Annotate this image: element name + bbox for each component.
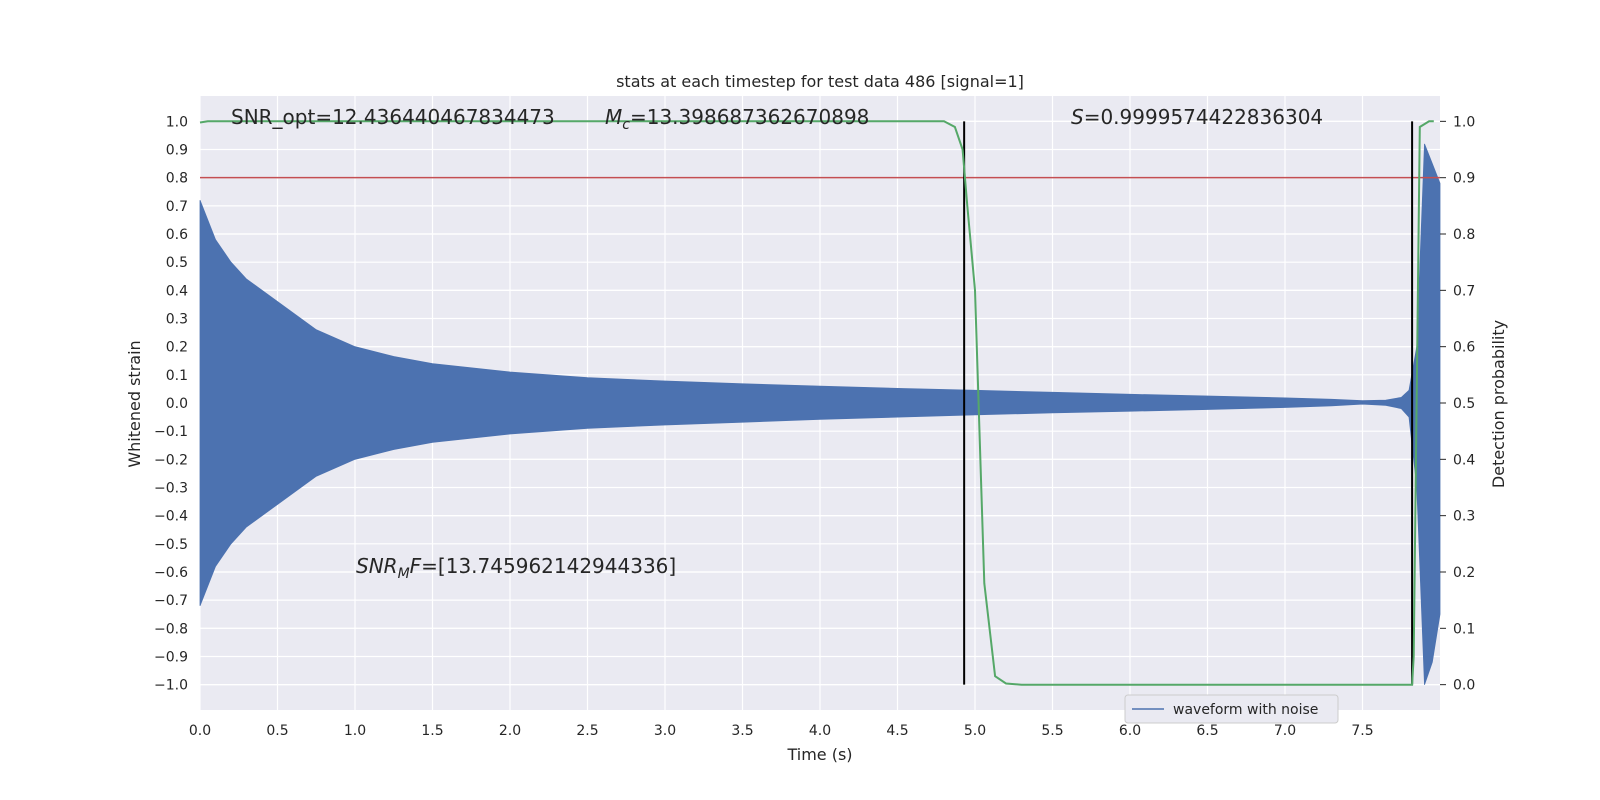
x-tick-label: 6.5 bbox=[1196, 723, 1218, 739]
snr-mf-symbol: SNR bbox=[356, 554, 398, 578]
y-left-tick-label: −0.8 bbox=[154, 621, 188, 637]
waveform-layer bbox=[199, 143, 1441, 685]
y-left-tick-label: −0.3 bbox=[154, 480, 188, 496]
annotation-score: S=0.9999574422836304 bbox=[1071, 105, 1323, 129]
x-tick-label: 2.5 bbox=[576, 723, 598, 739]
chart-title: stats at each timestep for test data 486… bbox=[616, 72, 1024, 91]
x-tick-label: 3.0 bbox=[654, 723, 676, 739]
y-right-tick-label: 0.0 bbox=[1453, 678, 1475, 694]
chirp-mass-value: =13.398687362670898 bbox=[630, 105, 869, 129]
probability-layer bbox=[199, 120, 1434, 686]
detection-probability-line bbox=[199, 120, 1434, 686]
y-left-tick-label: −0.6 bbox=[154, 565, 188, 581]
y-right-tick-label: 0.9 bbox=[1453, 171, 1475, 187]
tick-labels: 0.0 0.5 1.0 1.5 2.0 2.5 3.0 3.5 4.0 4.5 5.0 5.5 6.0 6… bbox=[154, 114, 1475, 739]
y-left-tick-label: −0.4 bbox=[154, 509, 188, 525]
waveform-envelope bbox=[199, 143, 1441, 685]
y-left-tick-label: 0.6 bbox=[166, 227, 188, 243]
x-tick-label: 0.0 bbox=[189, 723, 211, 739]
y-left-tick-label: 0.5 bbox=[166, 255, 188, 271]
x-tick-label: 6.0 bbox=[1119, 723, 1141, 739]
y-right-tick-label: 0.7 bbox=[1453, 283, 1475, 299]
annotation-snr-mf: SNRMF=[13.745962142944336] bbox=[356, 554, 676, 582]
y-left-tick-label: −0.7 bbox=[154, 593, 188, 609]
y-right-tick-label: 0.2 bbox=[1453, 565, 1475, 581]
chirp-mass-symbol: M bbox=[605, 105, 622, 129]
legend: waveform with noise bbox=[1124, 694, 1339, 724]
y-left-tick-label: −0.5 bbox=[154, 537, 188, 553]
y-left-tick-label: 0.1 bbox=[166, 368, 188, 384]
y-left-tick-label: 0.3 bbox=[166, 312, 188, 328]
y-left-tick-label: −0.1 bbox=[154, 424, 188, 440]
x-tick-label: 7.0 bbox=[1274, 723, 1296, 739]
y-left-tick-label: 0.0 bbox=[166, 396, 188, 412]
legend-box bbox=[1124, 694, 1339, 724]
y-left-tick-label: −0.2 bbox=[154, 452, 188, 468]
y-left-tick-label: −0.9 bbox=[154, 649, 188, 665]
x-tick-label: 3.5 bbox=[731, 723, 753, 739]
y-right-tick-label: 0.8 bbox=[1453, 227, 1475, 243]
y-left-tick-label: 1.0 bbox=[166, 114, 188, 130]
x-tick-label: 4.0 bbox=[809, 723, 831, 739]
y-left-tick-label: 0.4 bbox=[166, 283, 188, 299]
y-axis-left-title: Whitened strain bbox=[125, 340, 144, 467]
y-left-tick-label: 0.7 bbox=[166, 199, 188, 215]
annotation-snr-opt: SNR_opt=12.436440467834473 bbox=[231, 105, 555, 129]
x-tick-label: 0.5 bbox=[266, 723, 288, 739]
y-right-tick-label: 0.1 bbox=[1453, 621, 1475, 637]
annotation-chirp-mass: Mc=13.398687362670898 bbox=[605, 105, 869, 133]
y-right-tick-label: 0.4 bbox=[1453, 452, 1475, 468]
y-left-tick-label: −1.0 bbox=[154, 678, 188, 694]
snr-mf-value: =[13.745962142944336] bbox=[421, 554, 676, 578]
snr-mf-tail: F bbox=[410, 554, 422, 578]
x-tick-label: 2.0 bbox=[499, 723, 521, 739]
x-tick-label: 5.0 bbox=[964, 723, 986, 739]
x-tick-label: 1.0 bbox=[344, 723, 366, 739]
legend-label: waveform with noise bbox=[1173, 702, 1318, 718]
y-right-tick-label: 0.3 bbox=[1453, 509, 1475, 525]
y-left-tick-label: 0.2 bbox=[166, 340, 188, 356]
x-tick-label: 4.5 bbox=[886, 723, 908, 739]
y-left-tick-label: 0.8 bbox=[166, 171, 188, 187]
snr-mf-subscript: M bbox=[398, 566, 410, 582]
score-value: =0.9999574422836304 bbox=[1084, 105, 1323, 129]
x-tick-label: 5.5 bbox=[1041, 723, 1063, 739]
reference-lines bbox=[200, 121, 1440, 685]
chirp-mass-subscript: c bbox=[622, 117, 630, 133]
y-left-tick-label: 0.9 bbox=[166, 143, 188, 159]
x-tick-label: 7.5 bbox=[1351, 723, 1373, 739]
x-axis-title: Time (s) bbox=[786, 745, 852, 764]
score-symbol: S bbox=[1071, 105, 1084, 129]
y-right-tick-label: 0.6 bbox=[1453, 340, 1475, 356]
y-axis-right-title: Detection probability bbox=[1489, 320, 1508, 488]
x-tick-label: 1.5 bbox=[421, 723, 443, 739]
y-right-tick-label: 1.0 bbox=[1453, 114, 1475, 130]
y-right-tick-label: 0.5 bbox=[1453, 396, 1475, 412]
